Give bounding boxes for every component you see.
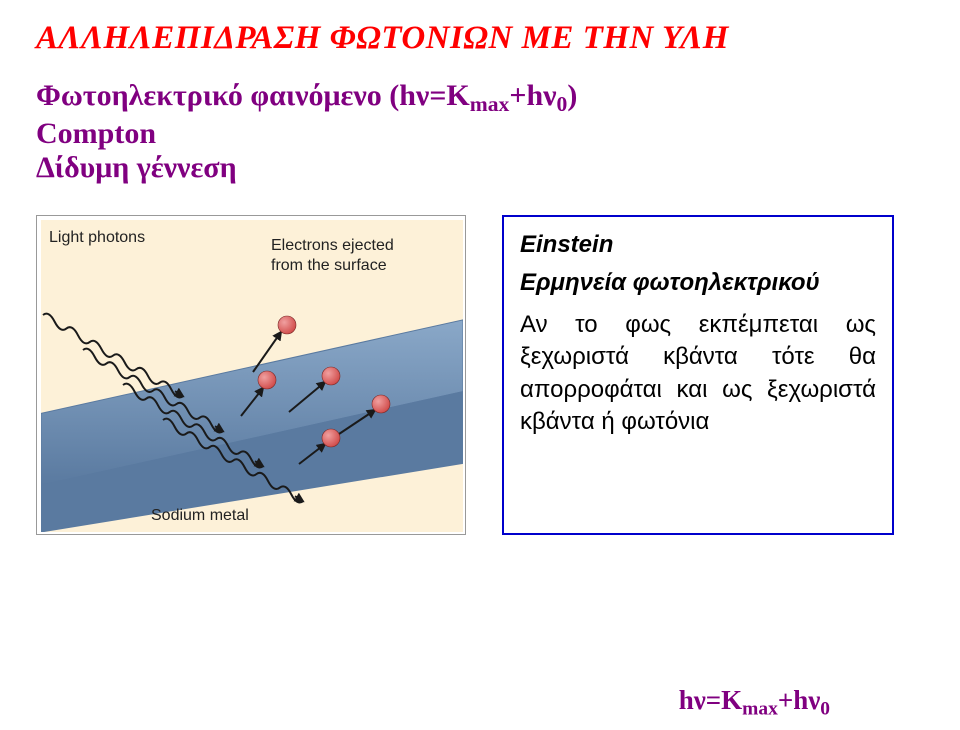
photoelectric-figure: Light photons Electrons ejected from the s… bbox=[41, 220, 463, 532]
info-heading: Ερμηνεία φωτοηλεκτρικού bbox=[520, 269, 876, 297]
svg-text:Electrons ejected: Electrons ejected bbox=[271, 237, 394, 254]
subtitle-prefix: Φωτοηλεκτρικό φαινόμενο bbox=[36, 79, 389, 112]
info-box: Einstein Ερμηνεία φωτοηλεκτρικού Αν το φ… bbox=[502, 215, 894, 535]
line-pair-production: Δίδυμη γέννεση bbox=[36, 151, 924, 185]
subtitle-line: Φωτοηλεκτρικό φαινόμενο (hν=Kmax+hν0) bbox=[36, 79, 924, 117]
line-compton: Compton bbox=[36, 117, 924, 151]
svg-text:Sodium metal: Sodium metal bbox=[151, 507, 249, 524]
svg-text:Light photons: Light photons bbox=[49, 229, 145, 246]
photoelectric-figure-box: Light photons Electrons ejected from the s… bbox=[36, 215, 466, 535]
info-author: Einstein bbox=[520, 231, 876, 259]
bottom-formula: hν=Kmax+hν0 bbox=[679, 685, 830, 720]
subtitle-formula: (hν=Kmax+hν0) bbox=[389, 79, 577, 112]
page-title: ΑΛΛΗΛΕΠΙΔΡΑΣΗ ΦΩΤΟΝΙΩΝ ΜΕ ΤΗΝ ΥΛΗ bbox=[36, 20, 924, 57]
info-body: Αν το φως εκπέμπεται ως ξεχωριστά κβάντα… bbox=[520, 309, 876, 439]
svg-text:from the surface: from the surface bbox=[271, 257, 387, 274]
